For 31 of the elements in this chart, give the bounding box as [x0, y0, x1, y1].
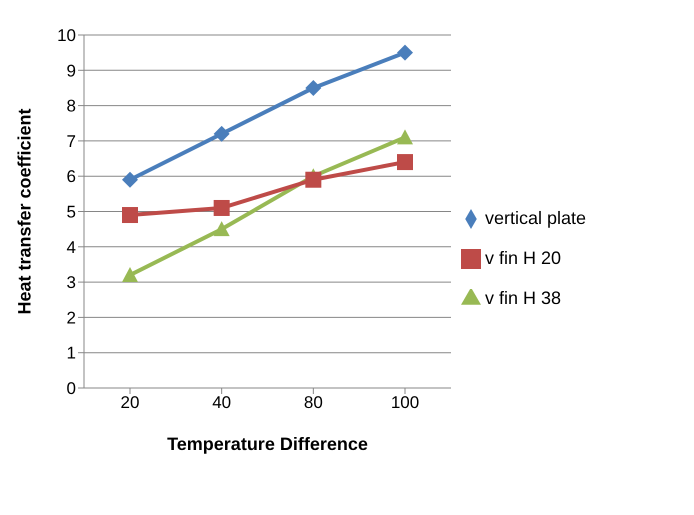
y-tick-label: 1 — [66, 344, 76, 363]
point — [122, 267, 138, 282]
x-tick-label: 100 — [390, 393, 420, 412]
y-tick-label: 7 — [66, 132, 76, 151]
point — [397, 154, 413, 170]
y-axis-title: Heat transfer coefficient — [14, 108, 34, 315]
point — [122, 207, 138, 224]
point — [305, 172, 322, 188]
y-tick-label: 9 — [66, 61, 76, 80]
x-tick-label: 40 — [212, 393, 232, 412]
x-tick-label: 80 — [304, 393, 323, 412]
y-tick-label: 0 — [66, 379, 76, 398]
y-tick-label: 4 — [66, 238, 76, 257]
legend-label: v fin H 38 — [485, 288, 562, 308]
legend-label: v fin H 20 — [485, 248, 562, 268]
point — [305, 80, 322, 96]
legend-label: vertical plate — [485, 208, 586, 228]
y-tick-label: 10 — [57, 26, 76, 46]
point — [214, 200, 230, 216]
point — [214, 126, 230, 142]
y-tick-label: 3 — [66, 273, 76, 292]
y-tick-label: 5 — [66, 202, 76, 222]
point — [214, 221, 230, 236]
x-axis-title: Temperature Difference — [167, 434, 368, 454]
y-tick-label: 8 — [66, 96, 76, 116]
point — [122, 172, 138, 188]
y-tick-label: 2 — [66, 308, 76, 328]
x-tick-label: 20 — [120, 393, 140, 412]
point — [397, 44, 413, 61]
y-tick-label: 6 — [66, 167, 76, 186]
point — [397, 129, 413, 144]
